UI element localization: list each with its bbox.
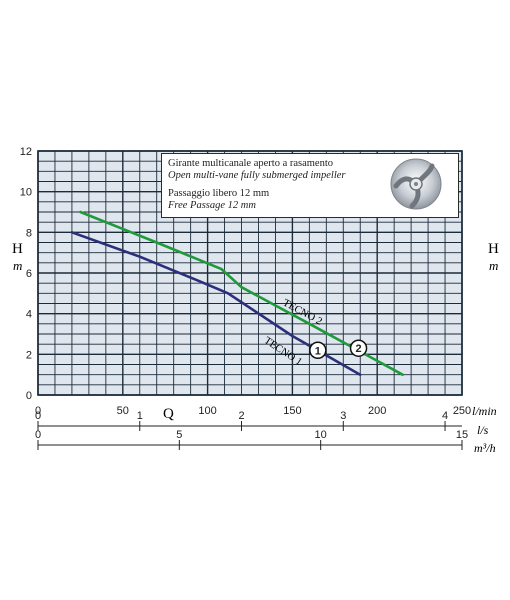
secondary-tick-label: 10	[315, 429, 327, 441]
series-marker-label: 1	[315, 345, 321, 357]
y-unit-label-right: m	[489, 258, 498, 273]
secondary-tick-label: 0	[35, 429, 41, 441]
series-marker	[309, 341, 327, 360]
series-line	[70, 231, 362, 376]
secondary-tick-label: 4	[442, 410, 448, 422]
x-unit-m3h: m³/h	[474, 441, 496, 455]
y-axis-label-right: H	[488, 241, 499, 257]
free-passage-it: Passaggio libero 12 mm	[168, 188, 270, 199]
x-tick-label-lmin: 200	[368, 405, 386, 417]
secondary-tick-label: 15	[456, 429, 468, 441]
y-tick-label: 4	[26, 309, 32, 321]
y-tick-label: 0	[26, 390, 32, 402]
x-tick-label-lmin: 100	[198, 405, 216, 417]
y-tick-label: 12	[20, 146, 32, 158]
impeller-image	[390, 158, 442, 210]
y-unit-label-left: m	[13, 258, 22, 273]
x-tick-label-lmin: 50	[117, 405, 129, 417]
secondary-tick-label: 2	[238, 410, 244, 422]
free-passage-en: Free Passage 12 mm	[168, 200, 256, 211]
info-line-it: Girante multicanale aperto a rasamento	[168, 158, 334, 169]
y-tick-label: 2	[26, 349, 32, 361]
secondary-tick-label: 0	[35, 410, 41, 422]
y-tick-label: 10	[20, 187, 32, 199]
secondary-tick-label: 1	[137, 410, 143, 422]
x-tick-label-lmin: 0	[35, 405, 41, 417]
secondary-tick-label: 5	[176, 429, 182, 441]
series-line	[79, 210, 404, 376]
y-tick-label: 6	[26, 268, 32, 280]
info-line-en: Open multi-vane fully submerged impeller	[168, 170, 346, 181]
x-unit-ls: l/s	[477, 423, 489, 437]
series-marker-label: 2	[355, 343, 361, 355]
x-axis-label: Q	[163, 406, 174, 422]
x-unit-lmin: l/min	[472, 404, 497, 418]
series-marker	[349, 339, 368, 357]
secondary-tick-label: 3	[340, 410, 346, 422]
y-axis-label-left: H	[12, 241, 23, 257]
x-tick-label-lmin: 150	[283, 405, 301, 417]
plot-frame	[37, 150, 463, 396]
y-tick-label: 8	[26, 227, 32, 239]
x-tick-label-lmin: 250	[453, 405, 471, 417]
